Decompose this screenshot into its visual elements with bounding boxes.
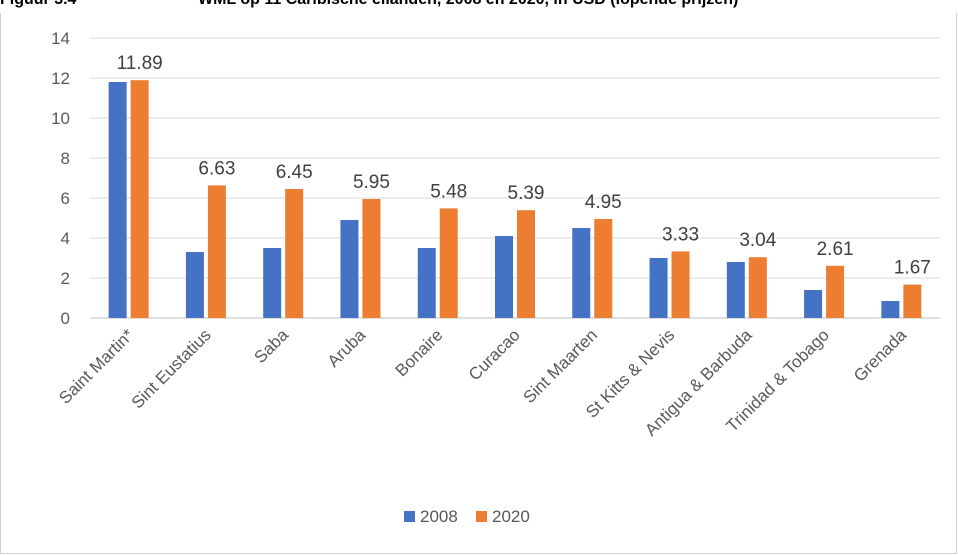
y-tick-label: 12	[51, 69, 70, 88]
bar-2008	[263, 248, 282, 318]
bar-2008	[108, 82, 127, 318]
y-axis-ticks: 0 2 4 6 8 10 12 14	[51, 29, 70, 328]
category-label: Aruba	[324, 325, 370, 371]
y-tick-label: 10	[51, 109, 70, 128]
data-labels: 11.89 6.63 6.45 5.95 5.48 5.39 4.95 3.33 3.04 2.6…	[117, 53, 931, 278]
bar-2008	[495, 236, 513, 318]
data-label-2020: 5.39	[508, 183, 545, 204]
category-label: Saint Martin*	[55, 325, 138, 408]
category-label: Grenada	[850, 325, 911, 386]
figure-header: Figuur 3.4 WML op 11 Caribische eilanden…	[0, 0, 958, 11]
data-label-2020: 6.45	[276, 162, 313, 183]
category-label: Bonaire	[392, 325, 447, 380]
data-label-2020: 5.48	[430, 181, 467, 202]
bar-2020	[207, 185, 226, 318]
data-label-2020: 6.63	[198, 158, 235, 179]
y-tick-label: 14	[51, 29, 70, 48]
bar-2008	[649, 258, 668, 318]
gridlines	[90, 37, 940, 319]
bar-2020	[671, 251, 690, 318]
bar-2020	[903, 284, 922, 318]
bar-2020	[285, 189, 304, 318]
bar-2020	[517, 210, 535, 318]
category-label: Curacao	[465, 325, 524, 384]
bar-2008	[572, 228, 591, 318]
data-label-2020: 3.04	[739, 230, 776, 251]
bar-2008	[804, 290, 823, 318]
category-labels: Saint Martin*Sint Eustatius Saba Aruba Bona…	[55, 325, 910, 440]
bar-2020	[130, 80, 149, 318]
bar-2008	[185, 252, 204, 318]
bar-2020	[439, 208, 458, 318]
bar-2008	[340, 220, 359, 318]
category-label: Sint Maarten	[520, 325, 602, 407]
y-tick-label: 2	[61, 269, 70, 288]
y-tick-label: 6	[61, 189, 70, 208]
legend-label-2008: 2008	[420, 507, 458, 526]
bar-2020	[748, 257, 767, 318]
bar-2020	[362, 199, 381, 318]
bar-2008	[881, 301, 900, 318]
figure-label: Figuur 3.4	[0, 0, 76, 9]
bar-2020	[826, 265, 845, 318]
figure-title: WML op 11 Caribische eilanden, 2008 en 2…	[198, 0, 738, 9]
chart-frame	[0, 13, 957, 554]
legend-swatch-2020	[476, 511, 487, 522]
category-label: Saba	[251, 325, 293, 367]
legend: 2008 2020	[404, 507, 530, 526]
data-label-2020: 4.95	[585, 192, 622, 213]
bars	[108, 80, 922, 318]
data-label-2020: 11.89	[117, 53, 163, 74]
y-tick-label: 4	[61, 229, 70, 248]
legend-swatch-2008	[404, 511, 415, 522]
category-label: Sint Eustatius	[128, 325, 215, 412]
y-tick-label: 8	[61, 149, 70, 168]
y-tick-label: 0	[61, 309, 70, 328]
data-label-2020: 5.95	[353, 172, 390, 193]
legend-label-2020: 2020	[492, 507, 530, 526]
bar-2008	[726, 262, 745, 318]
data-label-2020: 3.33	[662, 224, 699, 245]
data-label-2020: 2.61	[817, 239, 854, 260]
bar-2008	[417, 248, 436, 318]
bar-2020	[594, 219, 613, 318]
data-label-2020: 1.67	[894, 258, 931, 279]
